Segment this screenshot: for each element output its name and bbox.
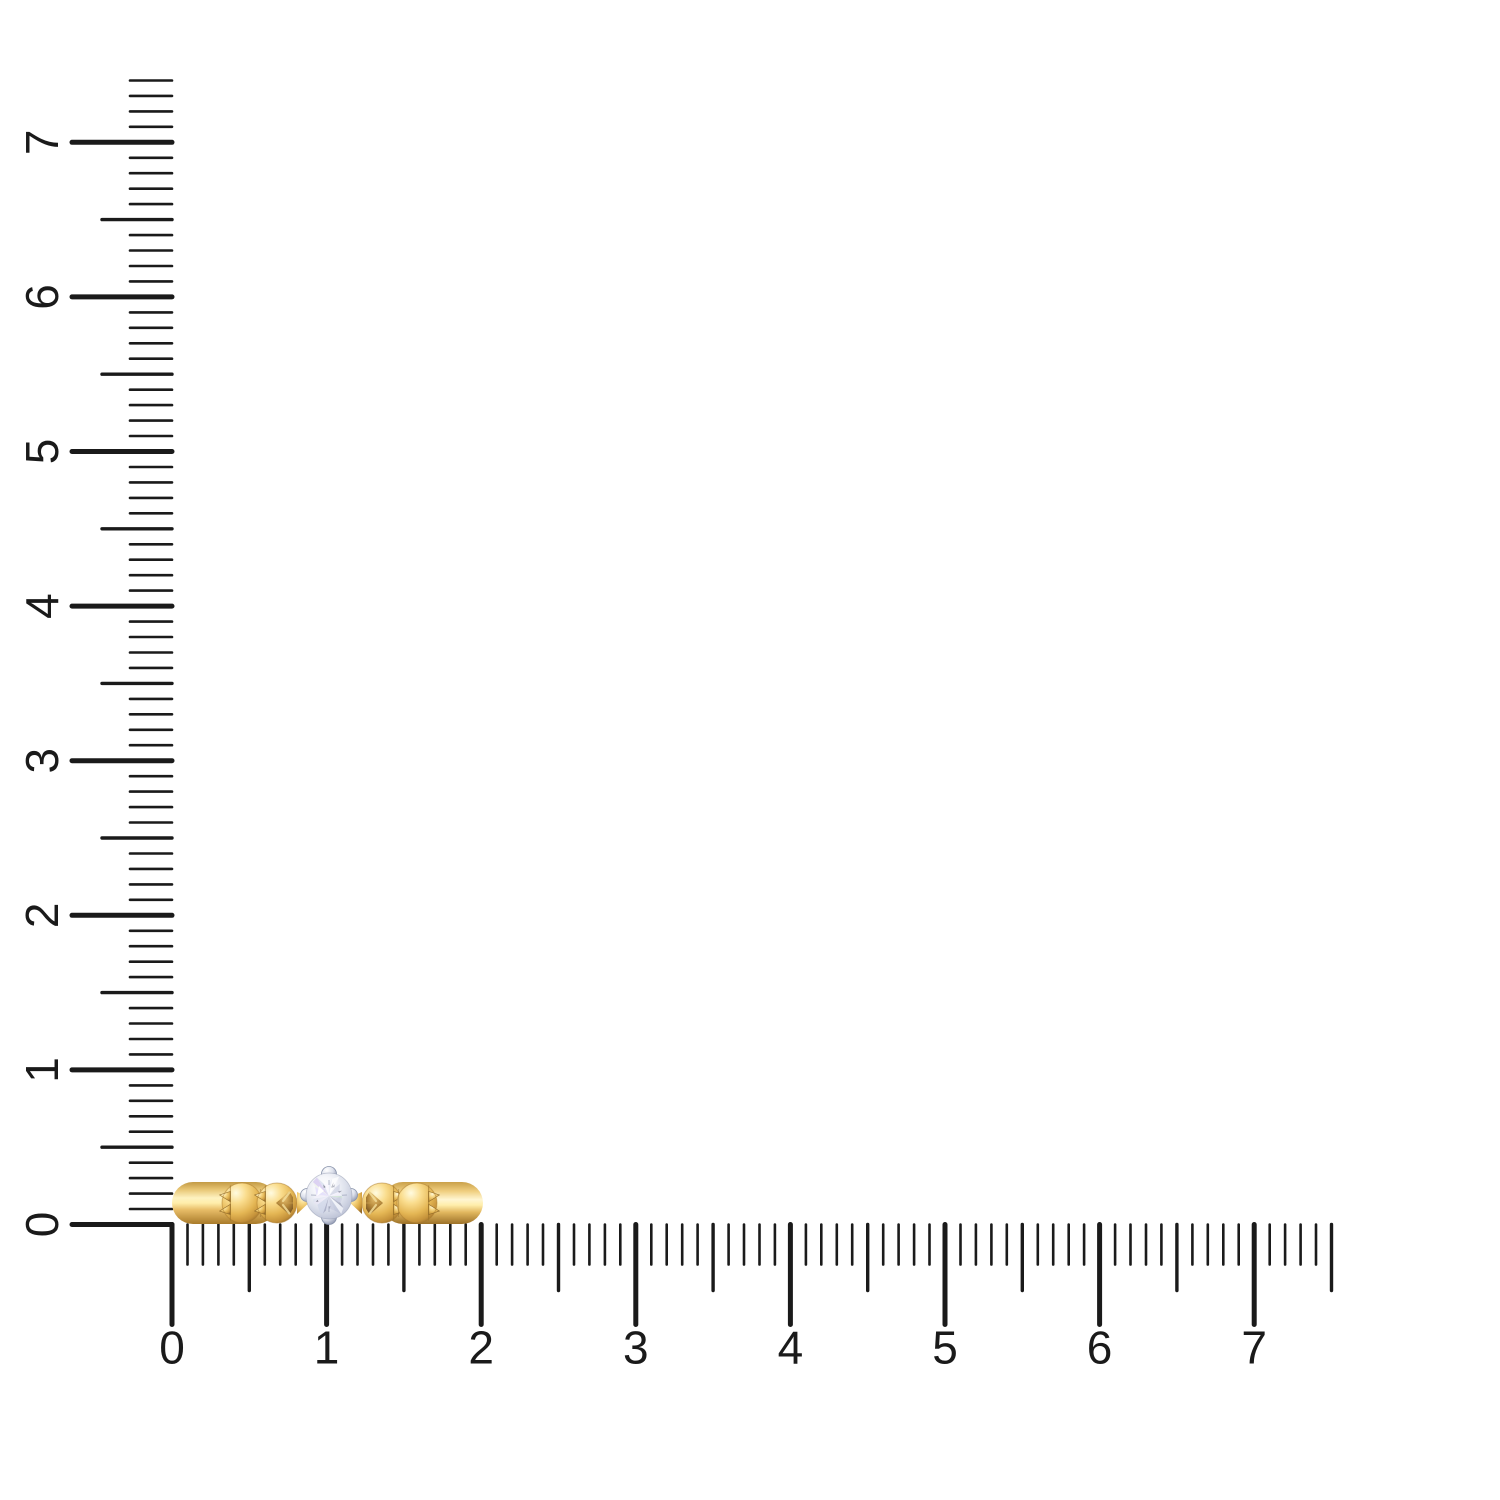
svg-text:4: 4 bbox=[778, 1322, 804, 1374]
svg-text:3: 3 bbox=[16, 748, 68, 774]
svg-text:2: 2 bbox=[16, 903, 68, 929]
svg-text:1: 1 bbox=[314, 1322, 340, 1374]
svg-text:7: 7 bbox=[1241, 1322, 1267, 1374]
svg-text:6: 6 bbox=[16, 284, 68, 310]
svg-text:3: 3 bbox=[623, 1322, 649, 1374]
svg-text:6: 6 bbox=[1087, 1322, 1113, 1374]
svg-text:7: 7 bbox=[16, 130, 68, 156]
svg-text:0: 0 bbox=[16, 1212, 68, 1238]
svg-text:0: 0 bbox=[159, 1322, 185, 1374]
svg-text:5: 5 bbox=[16, 439, 68, 465]
svg-text:2: 2 bbox=[468, 1322, 494, 1374]
svg-text:5: 5 bbox=[932, 1322, 958, 1374]
svg-text:1: 1 bbox=[16, 1057, 68, 1083]
svg-text:4: 4 bbox=[16, 593, 68, 619]
